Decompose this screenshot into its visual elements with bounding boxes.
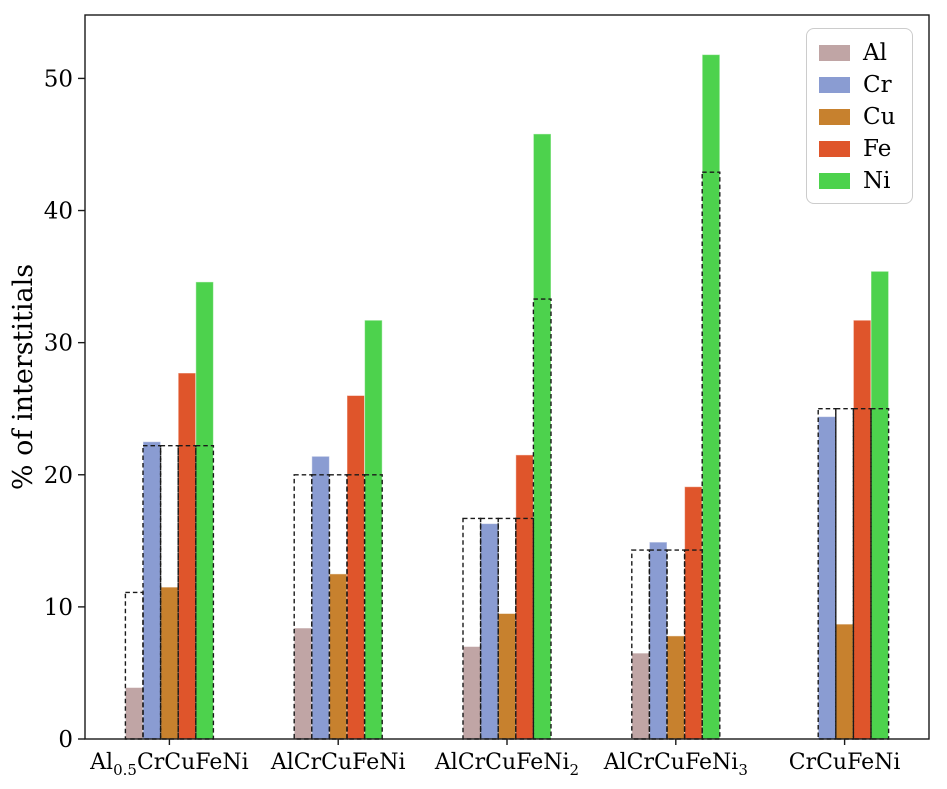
legend-label-fe: Fe xyxy=(863,135,892,162)
nominal-outline-cu-1 xyxy=(159,445,179,740)
legend: Al Cr Cu Fe Ni xyxy=(806,28,913,204)
bar-fe-3 xyxy=(515,454,534,740)
nominal-outline-fe-4 xyxy=(683,549,703,740)
bar-ni-2 xyxy=(364,319,383,740)
y-tick-label: 50 xyxy=(44,66,73,92)
legend-item-cr: Cr xyxy=(819,70,900,100)
x-tick-label-4: AlCrCuFeNi3 xyxy=(603,750,748,779)
nominal-outline-cr-2 xyxy=(311,474,331,740)
y-tick-label: 40 xyxy=(44,199,73,225)
bar-cr-3 xyxy=(480,523,499,740)
bar-fe-4 xyxy=(684,486,703,740)
bar-cr-2 xyxy=(311,455,330,740)
nominal-outline-cu-3 xyxy=(497,517,517,740)
bar-cu-3 xyxy=(497,613,517,740)
legend-label-cu: Cu xyxy=(863,103,896,130)
nominal-outline-cr-1 xyxy=(142,445,162,740)
bar-cr-5 xyxy=(817,416,837,740)
bar-cu-4 xyxy=(666,635,686,740)
nominal-outline-cr-3 xyxy=(479,517,499,740)
nominal-outline-al-4 xyxy=(631,549,651,740)
bar-fe-1 xyxy=(177,372,197,740)
ni-swatch-icon xyxy=(819,173,850,189)
x-tick-label-1: Al0.5CrCuFeNi xyxy=(89,750,249,779)
legend-label-ni: Ni xyxy=(863,167,891,194)
legend-label-cr: Cr xyxy=(863,71,892,98)
bar-cr-1 xyxy=(142,441,162,740)
nominal-outline-cu-2 xyxy=(328,474,348,740)
x-tick-label-5: CrCuFeNi xyxy=(789,750,901,775)
cr-swatch-icon xyxy=(819,77,850,93)
fe-swatch-icon xyxy=(819,141,850,157)
y-tick-label: 30 xyxy=(44,331,73,357)
nominal-outline-ni-2 xyxy=(363,474,383,740)
bar-ni-3 xyxy=(532,133,552,740)
bar-cu-1 xyxy=(160,586,179,740)
y-tick-label: 20 xyxy=(44,463,73,489)
x-tick-label-2: AlCrCuFeNi xyxy=(270,750,406,775)
bar-ni-5 xyxy=(870,270,890,740)
legend-label-al: Al xyxy=(863,39,887,66)
bar-fe-2 xyxy=(346,395,366,740)
y-tick-label: 0 xyxy=(58,727,73,753)
nominal-outline-fe-2 xyxy=(346,474,366,740)
legend-item-fe: Fe xyxy=(819,134,900,164)
nominal-outline-ni-1 xyxy=(195,445,215,740)
bar-al-4 xyxy=(631,652,650,740)
bar-fe-5 xyxy=(852,319,872,740)
cu-swatch-icon xyxy=(819,109,850,125)
nominal-outline-al-3 xyxy=(462,517,482,740)
al-swatch-icon xyxy=(819,45,850,61)
bar-ni-4 xyxy=(701,54,721,740)
nominal-outline-cu-4 xyxy=(666,549,686,740)
legend-item-al: Al xyxy=(819,38,900,68)
x-tick-label-3: AlCrCuFeNi2 xyxy=(434,750,579,779)
nominal-outline-cr-4 xyxy=(648,549,668,740)
bar-ni-1 xyxy=(195,281,214,740)
nominal-outline-fe-1 xyxy=(177,445,197,740)
legend-item-ni: Ni xyxy=(819,166,900,196)
legend-item-cu: Cu xyxy=(819,102,900,132)
bar-cr-4 xyxy=(648,541,668,740)
bar-al-2 xyxy=(293,627,313,740)
nominal-outline-al-2 xyxy=(293,474,313,740)
y-axis-label: % of interstitials xyxy=(8,264,39,490)
y-tick-label: 10 xyxy=(44,595,73,621)
bar-al-3 xyxy=(462,646,482,740)
bar-cu-5 xyxy=(835,623,854,740)
bar-cu-2 xyxy=(328,573,348,740)
bar-al-1 xyxy=(124,687,144,740)
